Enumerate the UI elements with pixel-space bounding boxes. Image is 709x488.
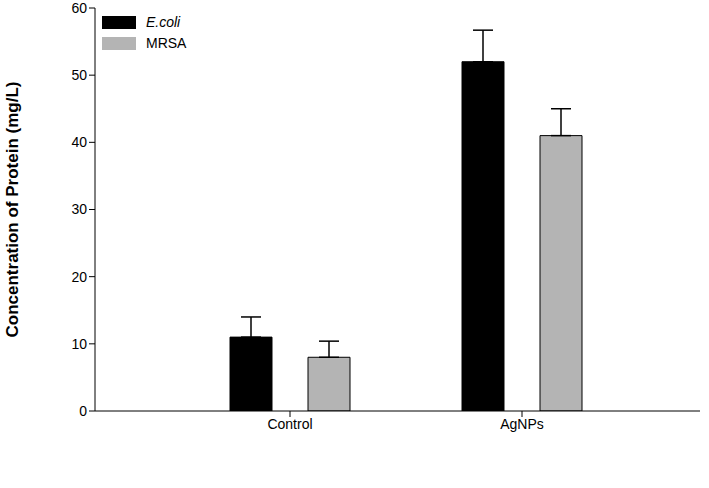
svg-text:10: 10 bbox=[71, 336, 87, 352]
svg-text:Concentration of Protein (mg/L: Concentration of Protein (mg/L) bbox=[8, 82, 22, 338]
svg-text:Control: Control bbox=[267, 416, 312, 432]
svg-text:30: 30 bbox=[71, 201, 87, 217]
svg-text:0: 0 bbox=[79, 403, 87, 419]
svg-text:20: 20 bbox=[71, 269, 87, 285]
svg-text:AgNPs: AgNPs bbox=[500, 416, 544, 432]
html-text:MRSA: MRSA bbox=[146, 35, 187, 51]
svg-text:50: 50 bbox=[71, 67, 87, 83]
svg-text:60: 60 bbox=[71, 0, 87, 16]
svg-text:40: 40 bbox=[71, 134, 87, 150]
html-text:E.coli: E.coli bbox=[146, 14, 181, 30]
